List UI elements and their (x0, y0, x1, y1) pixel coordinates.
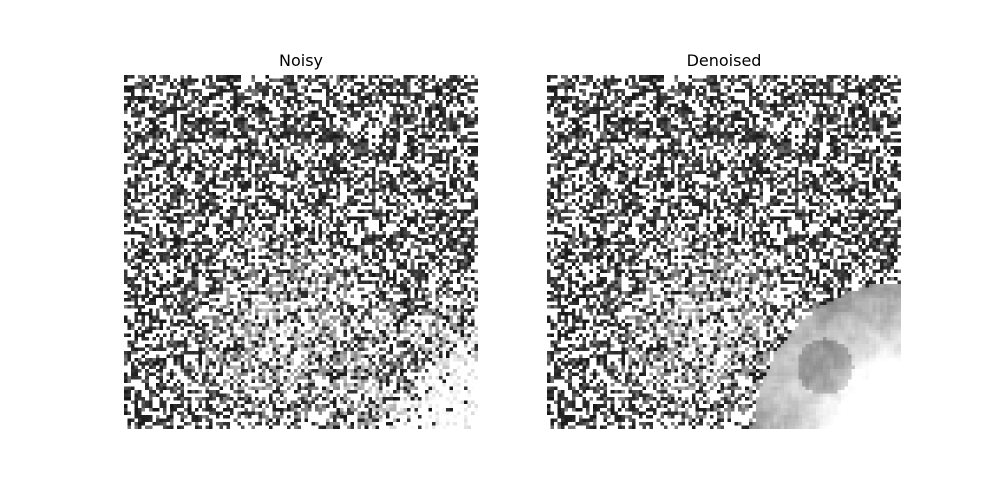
noisy-image (124, 75, 478, 429)
denoised-panel-title: Denoised (686, 51, 762, 70)
noisy-panel-title: Noisy (278, 51, 323, 70)
denoised-image-canvas (547, 75, 901, 429)
noisy-image-canvas (124, 75, 478, 429)
denoised-image (547, 75, 901, 429)
